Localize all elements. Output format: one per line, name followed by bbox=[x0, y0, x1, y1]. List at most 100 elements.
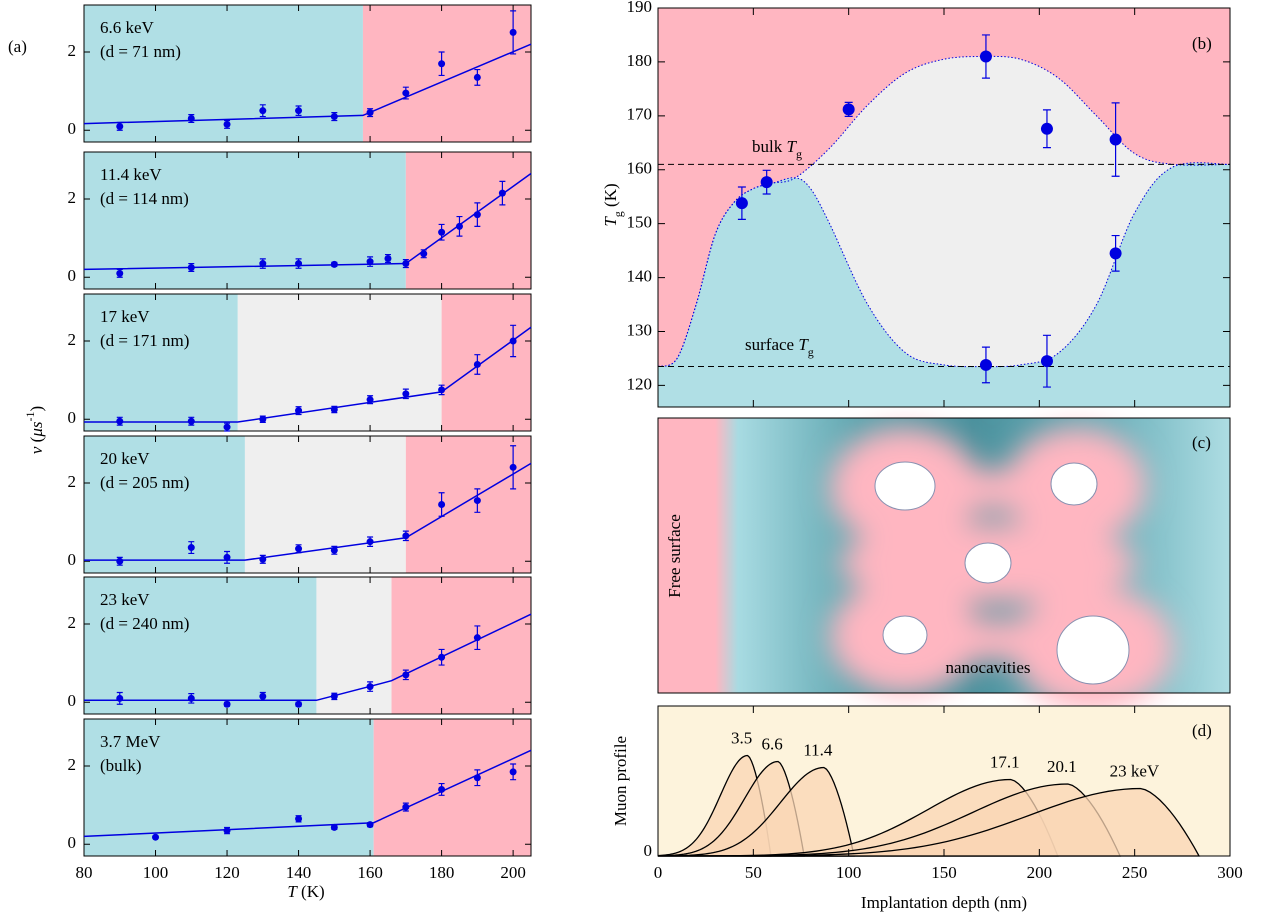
data-point bbox=[473, 211, 481, 219]
x-tick-label: 0 bbox=[654, 863, 663, 882]
data-point bbox=[223, 423, 231, 431]
data-point bbox=[842, 103, 855, 116]
panel-label: (a) bbox=[8, 37, 27, 56]
subplot-frame bbox=[83, 151, 532, 290]
data-point bbox=[509, 768, 517, 776]
depth-label: (d = 171 nm) bbox=[100, 331, 189, 350]
data-point bbox=[509, 337, 517, 345]
depth-label: (d = 240 nm) bbox=[100, 614, 189, 633]
data-point bbox=[116, 122, 124, 130]
region-between bbox=[658, 56, 1230, 367]
profile-label: 17.1 bbox=[990, 752, 1020, 771]
nanocavity bbox=[874, 461, 1130, 685]
panel-label: (c) bbox=[1192, 433, 1211, 452]
depth-label: (d = 71 nm) bbox=[100, 42, 181, 61]
data-point bbox=[295, 260, 303, 268]
data-point bbox=[259, 555, 267, 563]
fit-line bbox=[84, 462, 532, 561]
region bbox=[84, 577, 317, 714]
energy-label: 3.7 MeV bbox=[100, 732, 161, 751]
x-tick-label: 150 bbox=[931, 863, 957, 882]
y-tick-label: 160 bbox=[627, 159, 653, 178]
data-point bbox=[979, 358, 992, 371]
data-point bbox=[295, 107, 303, 115]
y-tick-label: 0 bbox=[68, 119, 77, 138]
data-point bbox=[402, 803, 410, 811]
x-axis-label-part: T bbox=[287, 882, 298, 901]
data-point bbox=[330, 823, 338, 831]
y-tick-label: 0 bbox=[68, 691, 77, 710]
data-point bbox=[116, 694, 124, 702]
data-point bbox=[509, 28, 517, 36]
data-point bbox=[384, 254, 392, 262]
x-tick-label: 200 bbox=[500, 863, 526, 882]
depth-label: (bulk) bbox=[100, 756, 142, 775]
data-point bbox=[438, 228, 446, 236]
y-tick-label: 150 bbox=[627, 213, 653, 232]
data-point bbox=[366, 396, 374, 404]
data-point bbox=[259, 692, 267, 700]
data-point bbox=[330, 692, 338, 700]
data-point bbox=[187, 417, 195, 425]
data-point bbox=[116, 269, 124, 277]
region bbox=[373, 719, 531, 856]
energy-label: 20 keV bbox=[100, 449, 150, 468]
data-point bbox=[438, 785, 446, 793]
y-tick-label: 190 bbox=[627, 0, 653, 16]
data-point bbox=[330, 546, 338, 554]
data-point bbox=[402, 532, 410, 540]
profile-label: 6.6 bbox=[761, 734, 782, 753]
data-point bbox=[366, 683, 374, 691]
region bbox=[405, 436, 531, 573]
fit-line bbox=[84, 613, 532, 702]
data-point bbox=[223, 827, 231, 835]
data-point bbox=[473, 774, 481, 782]
y-tick-label: 2 bbox=[68, 330, 77, 349]
data-point bbox=[187, 115, 195, 123]
y-axis-label-part: ν bbox=[27, 446, 46, 454]
profile-label: 23 keV bbox=[1110, 761, 1160, 780]
data-point bbox=[455, 222, 463, 230]
data-point bbox=[259, 107, 267, 115]
region bbox=[316, 577, 392, 714]
data-point bbox=[152, 833, 160, 841]
subplot-frame bbox=[83, 4, 532, 143]
x-tick-label: 160 bbox=[357, 863, 383, 882]
fit-line bbox=[83, 43, 532, 125]
x-tick-label: 300 bbox=[1217, 863, 1243, 882]
energy-label: 23 keV bbox=[100, 590, 150, 609]
data-point bbox=[473, 634, 481, 642]
data-point bbox=[187, 263, 195, 271]
bulk-label-part: T bbox=[786, 137, 797, 156]
subplot-frame bbox=[83, 718, 532, 857]
data-point bbox=[402, 671, 410, 679]
y-axis-label-part: (K) bbox=[601, 183, 620, 211]
y-tick-label: 0 bbox=[644, 841, 653, 860]
x-tick-label: 80 bbox=[76, 863, 93, 882]
y-tick-label: 0 bbox=[68, 550, 77, 569]
data-point bbox=[420, 250, 428, 258]
subplot-frame bbox=[83, 576, 532, 715]
data-point bbox=[509, 463, 517, 471]
data-point bbox=[187, 694, 195, 702]
x-tick-label: 50 bbox=[745, 863, 762, 882]
depth-label: (d = 114 nm) bbox=[100, 189, 189, 208]
data-point bbox=[402, 260, 410, 268]
region bbox=[84, 436, 245, 573]
data-point bbox=[259, 415, 267, 423]
free-surface-label: Free surface bbox=[665, 514, 684, 598]
data-point bbox=[735, 197, 748, 210]
panel-c: (c) Free surface nanocavities bbox=[657, 417, 1231, 710]
region bbox=[362, 5, 531, 142]
data-point bbox=[295, 407, 303, 415]
data-point bbox=[473, 73, 481, 81]
y-axis-label-part: -1 bbox=[23, 412, 37, 422]
data-point bbox=[223, 120, 231, 128]
lower-boundary bbox=[657, 162, 1231, 368]
y-tick-label: 180 bbox=[627, 51, 653, 70]
subplot-frame bbox=[83, 293, 532, 432]
y-axis-label-part: ( bbox=[27, 436, 46, 446]
surface-label-part: T bbox=[798, 335, 809, 354]
data-point bbox=[1109, 247, 1122, 260]
